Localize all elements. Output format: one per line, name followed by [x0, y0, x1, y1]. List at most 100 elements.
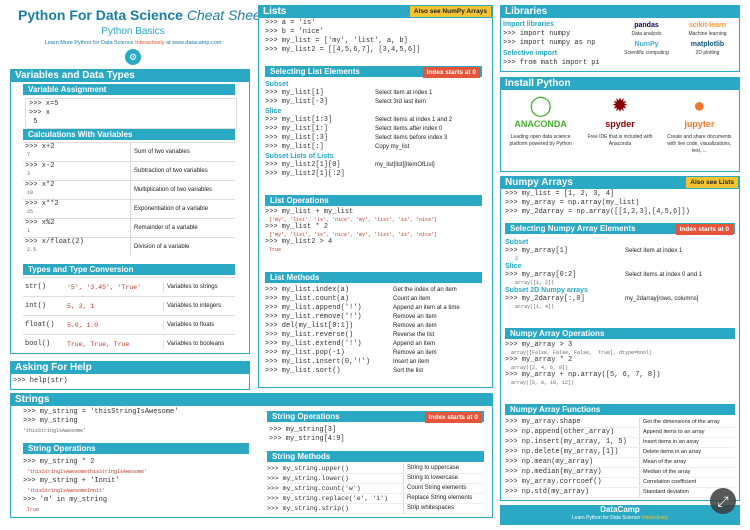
numpy-functions-header: Numpy Array Functions: [505, 404, 735, 415]
calc-code: >>> x-2: [25, 162, 55, 170]
select-list-body: Subset >>> my_list[1] Select item at index…: [265, 80, 482, 179]
string-method-code: >>> my_string.upper(): [267, 465, 349, 472]
string-method-desc: Replace String elements: [403, 494, 472, 503]
numpy-op-out-1: array([False, False, False, True], dtype…: [511, 350, 653, 356]
types-row: str() '5', '3.45', 'True' Variables to str…: [23, 277, 235, 296]
install-option[interactable]: ◯ ANACONDA Leading open data science platf…: [501, 94, 580, 155]
numpy-sub2d-desc: my_2darray[rows, columns]: [625, 296, 699, 302]
numpy-function-row: >>> np.median(my_array) Median of the arr…: [505, 468, 735, 478]
numpy-sub2d-row: >>> my_2darray[:,0] array([1, 4]) my_2dar…: [505, 295, 735, 310]
string-method-desc: String to lowercase: [403, 474, 458, 483]
install-caption: Leading open data science platform power…: [509, 134, 572, 147]
numpy-function-desc: Append items to an array: [639, 428, 704, 437]
list-select-desc: my_list[list][itemOfList]: [375, 162, 435, 168]
list-select-row: >>> my_list[-3] Select 3rd last item: [265, 98, 482, 107]
import-label: Import libraries: [503, 21, 554, 28]
list-select-label: Subset Lists of Lists: [265, 153, 334, 160]
numpy-subset-label: Subset: [505, 239, 529, 246]
tagline-prefix: Learn More Python for Data Science: [44, 40, 134, 46]
list-select-code: >>> my_list2[1][:2]: [265, 170, 345, 178]
list-select-row: >>> my_list2[1][0] my_list[list][itemOfLi…: [265, 161, 482, 170]
list-method-code: >>> my_list.append('!'): [265, 304, 362, 312]
type-example: 5.0, 1.0: [67, 321, 99, 329]
types-row: float() 5.0, 1.0 Variables to floats: [23, 315, 235, 334]
library-caption: 2D plotting: [695, 50, 720, 56]
library-logo-1: scikit-learn: [689, 22, 726, 29]
string-method-desc: Count String elements: [403, 484, 466, 493]
section-install: ◯ ANACONDA Leading open data science platf…: [500, 90, 740, 172]
list-method-row: >>> my_list.insert(0,'!') Insert an item: [265, 358, 482, 367]
section-numpy-header: Numpy Arrays Also see Lists: [500, 176, 740, 189]
numpy-function-desc: Standard deviation: [639, 488, 689, 497]
calc-code-cell: >>> x-2 3: [23, 162, 131, 180]
numpy-function-row: >>> np.delete(my_array,[1]) Delete items …: [505, 448, 735, 458]
numpy-op-code-2: >>> my_array * 2: [505, 356, 573, 364]
strings-output: 'thisStringIsAwesome': [23, 428, 87, 434]
calc-code: >>> x**2: [25, 200, 59, 208]
numpy-function-code: >>> np.append(other_array): [505, 428, 615, 436]
type-fn: bool(): [25, 339, 51, 348]
calc-code: >>> x*2: [25, 181, 55, 189]
title-main: Python For Data Science: [18, 7, 183, 23]
install-option[interactable]: ✹ spyder Free IDE that is included with An…: [580, 94, 659, 155]
list-select-desc: Select 3rd last item: [375, 99, 427, 105]
calculations-table: >>> x+2 7 Sum of two variables >>> x-2 3 Subt…: [23, 142, 235, 256]
numpy-operations-header: Numpy Array Operations: [505, 328, 735, 339]
calc-code: >>> x/float(2): [25, 238, 84, 246]
zoom-icon[interactable]: ⤢: [710, 488, 736, 514]
calc-code-cell: >>> x%2 1: [23, 219, 131, 237]
list-method-desc: Remove an item: [393, 314, 437, 320]
library-logo-3: matplotlib: [690, 41, 725, 48]
selective-import-label: Selective import: [503, 50, 558, 57]
help-code: >>> help(str): [13, 377, 68, 385]
library-item: pandas Data analysis: [616, 20, 677, 37]
variable-assignment-code: >>> x=5 >>> x 5: [25, 98, 237, 129]
calc-row: >>> x+2 7 Sum of two variables: [23, 142, 235, 161]
string-method-desc: String to uppercase: [403, 464, 459, 473]
list-method-code: >>> del(my_list[0:1]): [265, 322, 354, 330]
footer-brand: DataCamp: [600, 505, 640, 514]
calc-code-cell: >>> x+2 7: [23, 143, 131, 161]
install-option[interactable]: ● jupyter Create and share documents with …: [660, 94, 739, 155]
calc-desc: Division of a variable: [134, 244, 190, 250]
library-caption: Data analysis: [631, 31, 662, 37]
list-method-desc: Reverse the list: [393, 332, 435, 338]
string-method-code: >>> my_string.lower(): [267, 475, 349, 482]
type-desc: Variables to integers: [163, 301, 221, 311]
numpy-function-row: >>> np.append(other_array) Append items t…: [505, 428, 735, 438]
type-fn: float(): [25, 320, 55, 329]
list-select-desc: Copy my_list: [375, 144, 410, 150]
numpy-function-row: >>> np.std(my_array) Standard deviation: [505, 488, 735, 498]
select-list-header: Selecting List Elements Index starts at …: [265, 66, 482, 78]
list-op-out-3: True: [269, 247, 282, 253]
list-method-row: >>> my_list.sort() Sort the list: [265, 367, 482, 376]
selective-import-code: >>> from math import pi: [503, 59, 600, 67]
install-name: spyder: [605, 119, 635, 129]
lists-link-badge[interactable]: Also see Lists: [686, 177, 738, 188]
numpy-function-code: >>> np.delete(my_array,[1]): [505, 448, 619, 456]
string-method-code: >>> my_string.replace('e', 'i'): [267, 495, 388, 502]
list-method-code: >>> my_list.count(a): [265, 295, 350, 303]
list-select-code: >>> my_list[-3]: [265, 98, 329, 106]
numpy-function-desc: Median of the array: [639, 468, 690, 477]
footer-tagline-prefix: Learn Python for Data Science: [571, 515, 641, 521]
section-strings: >>> my_string = 'thisStringIsAwesome' >>…: [10, 406, 493, 518]
install-caption: Free IDE that is included with Anaconda: [587, 134, 653, 147]
list-method-row: >>> del(my_list[0:1]) Remove an item: [265, 322, 482, 331]
library-caption: Scientific computing: [624, 50, 669, 56]
list-select-row: >>> my_list[1:3] Select items at index 1 …: [265, 116, 482, 125]
library-item: matplotlib 2D plotting: [677, 39, 738, 56]
tagline-url[interactable]: at www.datacamp.com: [166, 40, 222, 46]
type-example: True, True, True: [67, 340, 130, 348]
anaconda-icon: ◯: [529, 95, 552, 117]
list-select-code: >>> my_list[1:3]: [265, 116, 333, 124]
library-logo-0: pandas: [634, 22, 659, 29]
list-operations-header: List Operations: [265, 195, 482, 206]
string-method-code: >>> my_string.count('w'): [267, 485, 361, 492]
list-select-row: >>> my_list[1] Select item at index 1: [265, 89, 482, 98]
list-method-row: >>> my_list.reverse() Reverse the list: [265, 331, 482, 340]
title-italic: Cheat Sheet: [186, 7, 265, 23]
numpy-function-row: >>> my_array.corrcoef() Correlation coeff…: [505, 478, 735, 488]
list-op-out-2: ['my', 'list', 'is', 'nice', 'my', 'list…: [269, 232, 438, 238]
numpy-link-badge[interactable]: Also see NumPy Arrays: [409, 6, 491, 17]
